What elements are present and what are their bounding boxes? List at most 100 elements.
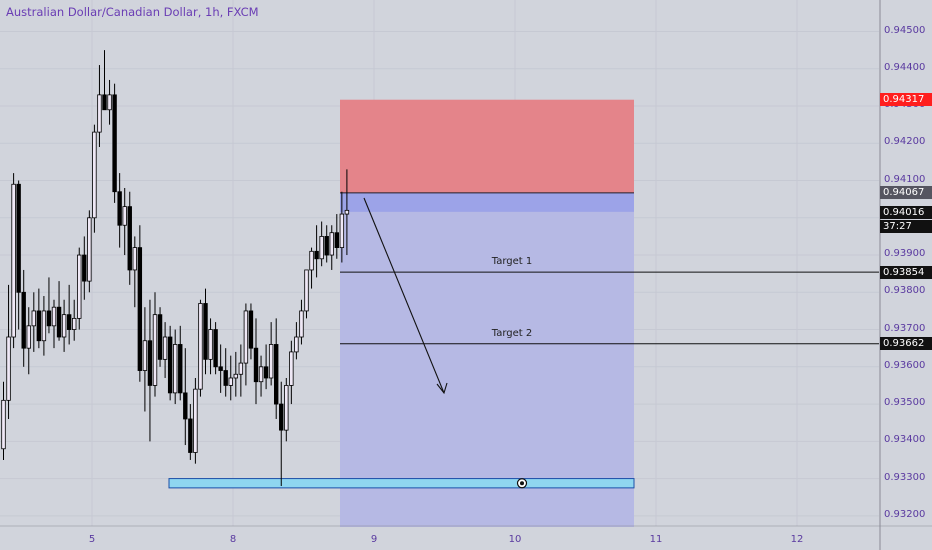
candle [11, 183, 16, 338]
candle [228, 377, 233, 386]
candle [77, 254, 82, 319]
candle [329, 232, 334, 256]
candle [248, 310, 254, 349]
y-tick-label: 0.93300 [884, 471, 926, 483]
candle [324, 236, 329, 256]
candle [304, 269, 309, 312]
candle [284, 385, 289, 431]
candle [6, 336, 11, 401]
candle [56, 306, 62, 338]
x-tick-label: 10 [508, 534, 522, 545]
candle [218, 366, 223, 371]
y-tick-label: 0.93600 [884, 359, 926, 371]
candle [87, 217, 92, 282]
candle [263, 366, 269, 379]
y-tick-label: 0.93500 [884, 397, 926, 409]
y-tick-label: 0.94400 [884, 61, 926, 73]
candle [97, 94, 102, 133]
y-tick-label: 0.94500 [884, 24, 926, 36]
candle [122, 206, 127, 226]
entry-band [340, 192, 634, 212]
candle [102, 94, 107, 111]
candle [253, 347, 259, 383]
candle [132, 247, 137, 271]
candlestick-series [1, 50, 350, 487]
candle [319, 236, 324, 260]
candle [61, 314, 67, 338]
candle [309, 250, 314, 271]
candle [36, 310, 42, 342]
profit-zone[interactable] [340, 192, 634, 527]
y-tick-label: 0.93800 [884, 285, 926, 297]
y-tick-label: 0.94100 [884, 173, 926, 185]
candle [72, 317, 77, 330]
candle [268, 344, 274, 379]
x-tick-label: 9 [370, 534, 378, 545]
x-tick-label: 11 [649, 534, 663, 545]
candle [112, 94, 117, 193]
candle [203, 303, 208, 360]
candle [82, 254, 87, 282]
candle [167, 336, 173, 394]
candle [213, 329, 218, 368]
candle [41, 310, 47, 342]
candle [334, 232, 339, 248]
candle [223, 370, 228, 386]
symbol-title: Australian Dollar/Canadian Dollar, 1h, F… [6, 5, 259, 19]
candle [273, 344, 279, 405]
candle [147, 340, 153, 386]
candle [178, 344, 183, 394]
candle [314, 250, 319, 260]
candle [294, 336, 299, 353]
candle [21, 291, 26, 349]
candle [238, 362, 244, 375]
candle [279, 403, 284, 431]
target-2-label: Target 2 [491, 327, 533, 339]
candle [233, 373, 238, 379]
y-tick-label: 0.93700 [884, 322, 926, 334]
candle [198, 303, 203, 390]
x-tick-label: 12 [790, 534, 804, 545]
candle [183, 392, 188, 420]
projection-arrow-icon[interactable] [363, 197, 448, 395]
candle [16, 183, 21, 293]
drag-handle-icon[interactable] [516, 478, 528, 489]
x-tick-label: 5 [88, 534, 96, 545]
candle [344, 209, 350, 215]
candle-countdown-label: 37:27 [880, 219, 932, 233]
target-1-price-label: 0.93854 [880, 265, 932, 279]
y-tick-label: 0.93900 [884, 248, 926, 260]
x-tick-label: 8 [229, 534, 237, 545]
candle [243, 310, 249, 364]
candle [172, 344, 178, 394]
candle [137, 247, 143, 371]
stop-loss-zone[interactable] [340, 99, 634, 193]
candle [1, 399, 6, 450]
candle [107, 94, 112, 111]
entry-price-label: 0.94067 [880, 186, 932, 200]
candle [127, 206, 132, 271]
support-zone[interactable] [168, 478, 635, 489]
y-tick-label: 0.93400 [884, 434, 926, 446]
candle [299, 310, 304, 338]
candle [152, 314, 158, 386]
candle [66, 314, 72, 330]
candle [26, 325, 31, 349]
candle [31, 310, 36, 327]
current-price-label: 0.94016 [880, 206, 932, 220]
y-tick-label: 0.93200 [884, 508, 926, 520]
y-tick-label: 0.94200 [884, 136, 926, 148]
target-2-price-label: 0.93662 [880, 337, 932, 351]
candle [289, 351, 294, 386]
handle-dot [520, 481, 524, 486]
candle [162, 336, 168, 360]
candle [339, 213, 345, 248]
candle [188, 418, 193, 453]
candle [208, 329, 213, 360]
candle [92, 131, 97, 219]
candle [258, 366, 264, 383]
candle [142, 340, 148, 371]
arrow-head [436, 382, 448, 395]
candle [117, 191, 122, 226]
